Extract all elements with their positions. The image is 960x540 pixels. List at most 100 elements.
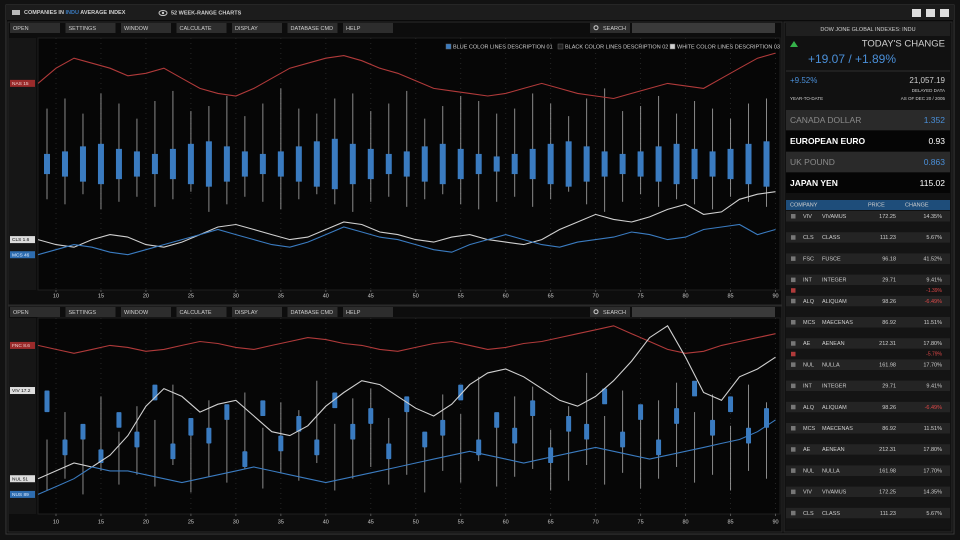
row-note: -1.39% xyxy=(926,288,942,294)
table-row[interactable] xyxy=(786,338,950,349)
bar xyxy=(151,153,158,175)
row-checkbox[interactable] xyxy=(791,298,796,304)
menu-label[interactable]: WINDOW xyxy=(124,26,149,32)
menu-label[interactable]: OPEN xyxy=(13,310,29,316)
series-tag xyxy=(10,251,35,259)
row-checkbox[interactable] xyxy=(791,320,796,325)
menu-label[interactable]: DISPLAY xyxy=(235,26,258,32)
table-subrow xyxy=(786,412,950,423)
search-input[interactable] xyxy=(632,307,775,317)
bar xyxy=(313,141,320,187)
row-name: ALIQUAM xyxy=(822,299,847,305)
legend-label: WHITE COLOR LINES DESCRIPTION 03 xyxy=(677,44,780,50)
x-tick-label: 15 xyxy=(98,293,104,299)
row-checkbox[interactable] xyxy=(791,256,796,261)
row-checkbox[interactable] xyxy=(791,383,796,389)
row-checkbox[interactable] xyxy=(791,277,796,283)
search-label[interactable]: SEARCH xyxy=(603,310,626,316)
table-row[interactable] xyxy=(786,211,950,222)
row-checkbox[interactable] xyxy=(791,341,796,346)
row-price: 98.26 xyxy=(882,405,896,411)
search-input[interactable] xyxy=(632,23,775,33)
menu-button[interactable] xyxy=(176,307,227,317)
row-checkbox[interactable] xyxy=(791,426,796,431)
table-row[interactable] xyxy=(786,359,950,370)
table-row[interactable] xyxy=(786,465,950,476)
menu-button[interactable] xyxy=(65,307,116,317)
column-header[interactable]: COMPANY xyxy=(790,202,818,208)
row-checkbox[interactable] xyxy=(791,214,796,219)
row-checkbox[interactable] xyxy=(791,235,796,240)
plot-area xyxy=(37,317,781,515)
table-row[interactable] xyxy=(786,317,950,328)
window-tab[interactable]: 52 WEEK-RANGE CHARTS xyxy=(171,10,242,16)
menu-button[interactable] xyxy=(343,307,393,317)
row-price: 86.92 xyxy=(882,320,896,326)
menu-label[interactable]: WINDOW xyxy=(124,310,149,316)
menu-button[interactable] xyxy=(10,23,60,33)
column-header[interactable]: CHANGE xyxy=(905,202,929,208)
table-row[interactable] xyxy=(786,253,950,264)
row-checkbox[interactable] xyxy=(791,489,796,495)
row-change: 14.35% xyxy=(923,214,942,220)
menu-button[interactable] xyxy=(232,23,282,33)
table-row[interactable] xyxy=(786,507,950,519)
row-checkbox[interactable] xyxy=(791,447,796,452)
row-ticker: CLS xyxy=(803,235,814,241)
menu-label[interactable]: HELP xyxy=(346,26,361,32)
bar xyxy=(97,143,104,185)
menu-label[interactable]: HELP xyxy=(346,310,361,316)
search-label[interactable]: SEARCH xyxy=(603,26,626,32)
menu-label[interactable]: DISPLAY xyxy=(235,310,258,316)
row-note: -5.79% xyxy=(926,352,942,358)
row-price: 111.23 xyxy=(880,511,896,517)
menu-label[interactable]: DATABASE CMD xyxy=(291,310,334,316)
menu-button[interactable] xyxy=(121,307,171,317)
menu-button[interactable] xyxy=(232,307,282,317)
series-tag xyxy=(10,387,35,395)
legend-label: BLACK COLOR LINES DESCRIPTION 02 xyxy=(565,44,668,50)
menu-button[interactable] xyxy=(176,23,227,33)
table-row[interactable] xyxy=(786,401,950,413)
row-ticker: FSC xyxy=(803,256,814,262)
search-button[interactable] xyxy=(590,307,630,317)
row-checkbox[interactable] xyxy=(791,468,796,473)
menu-label[interactable]: CALCULATE xyxy=(180,310,212,316)
table-row[interactable] xyxy=(786,423,950,434)
row-ticker: AE xyxy=(803,341,811,347)
menu-button[interactable] xyxy=(287,307,338,317)
column-header[interactable]: PRICE xyxy=(868,202,885,208)
eye-icon[interactable] xyxy=(158,10,168,16)
range-box xyxy=(206,427,212,444)
menu-label[interactable]: CALCULATE xyxy=(180,26,212,32)
maximize-button[interactable] xyxy=(926,9,935,17)
x-tick-label: 75 xyxy=(638,293,644,299)
table-row[interactable] xyxy=(786,380,950,392)
row-checkbox[interactable] xyxy=(791,362,796,367)
currency-row xyxy=(786,173,950,193)
menu-label[interactable]: SETTINGS xyxy=(69,26,97,32)
row-change: 5.67% xyxy=(926,511,942,517)
table-row[interactable] xyxy=(786,232,950,243)
minimize-button[interactable] xyxy=(912,9,921,17)
menu-label[interactable]: DATABASE CMD xyxy=(291,26,334,32)
table-row[interactable] xyxy=(786,295,950,307)
table-row[interactable] xyxy=(786,274,950,286)
menu-button[interactable] xyxy=(65,23,116,33)
menu-button[interactable] xyxy=(287,23,338,33)
search-button[interactable] xyxy=(590,23,630,33)
menu-button[interactable] xyxy=(121,23,171,33)
table-row[interactable] xyxy=(786,486,950,498)
range-box xyxy=(404,396,410,413)
menu-button[interactable] xyxy=(343,23,393,33)
row-checkbox[interactable] xyxy=(791,510,796,516)
bar xyxy=(619,153,626,175)
menu-label[interactable]: SETTINGS xyxy=(69,310,97,316)
menu-label[interactable]: OPEN xyxy=(13,26,29,32)
row-checkbox[interactable] xyxy=(791,404,796,410)
menu-button[interactable] xyxy=(10,307,60,317)
currency-name: JAPAN YEN xyxy=(790,178,838,188)
table-row[interactable] xyxy=(786,444,950,455)
close-button[interactable] xyxy=(940,9,949,17)
series-tag-label: CLS 1.6 xyxy=(12,237,30,243)
